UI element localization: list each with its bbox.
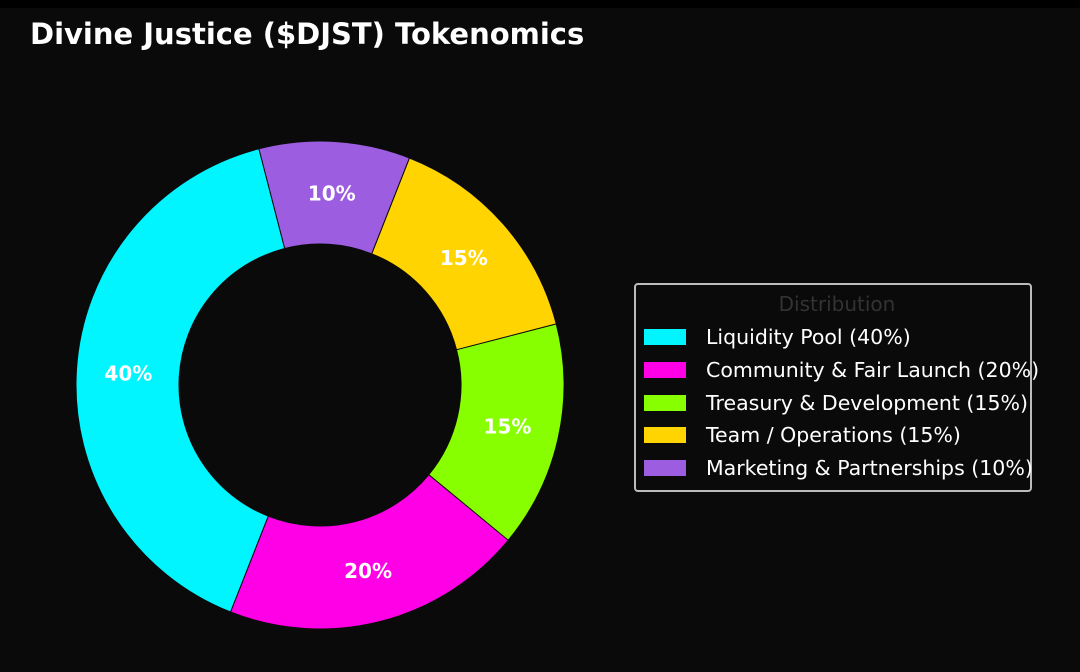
legend-item-5: Marketing & Partnerships (10%) — [644, 452, 1033, 485]
donut-slices — [75, 140, 565, 630]
slice-label-2: 20% — [344, 559, 392, 583]
legend-swatch-5 — [644, 460, 686, 477]
legend-label-3: Treasury & Development (15%) — [706, 390, 1028, 415]
slice-5 — [258, 140, 411, 255]
slice-label-5: 10% — [308, 181, 356, 205]
legend-label-5: Marketing & Partnerships (10%) — [706, 456, 1033, 481]
legend-label-2: Community & Fair Launch (20%) — [706, 358, 1040, 383]
slice-2 — [229, 473, 509, 630]
slice-label-4: 15% — [440, 246, 488, 270]
legend-swatch-1 — [644, 329, 686, 346]
legend-item-4: Team / Operations (15%) — [644, 419, 1030, 452]
legend-swatch-4 — [644, 427, 686, 444]
legend-label-4: Team / Operations (15%) — [706, 423, 961, 448]
legend-swatch-2 — [644, 362, 686, 379]
legend-title: Distribution — [778, 292, 896, 316]
legend-items: Liquidity Pool (40%) Community & Fair Lau… — [644, 321, 1039, 485]
slice-label-3: 15% — [484, 415, 532, 439]
legend-swatch-3 — [644, 394, 686, 411]
legend-item-3: Treasury & Development (15%) — [644, 386, 1030, 419]
top-bar — [0, 0, 1080, 8]
legend-item-1: Liquidity Pool (40%) — [644, 321, 1030, 354]
slice-label-1: 40% — [104, 361, 152, 385]
legend-item-2: Community & Fair Launch (20%) — [644, 354, 1039, 387]
donut-slice-labels: 40% 20% 15% 15% 10% — [104, 181, 531, 583]
chart-title: Divine Justice ($DJST) Tokenomics — [30, 17, 585, 51]
legend: Distribution Liquidity Pool (40%) Communi… — [634, 283, 1039, 493]
slice-1 — [75, 148, 286, 613]
legend-label-1: Liquidity Pool (40%) — [706, 325, 911, 350]
